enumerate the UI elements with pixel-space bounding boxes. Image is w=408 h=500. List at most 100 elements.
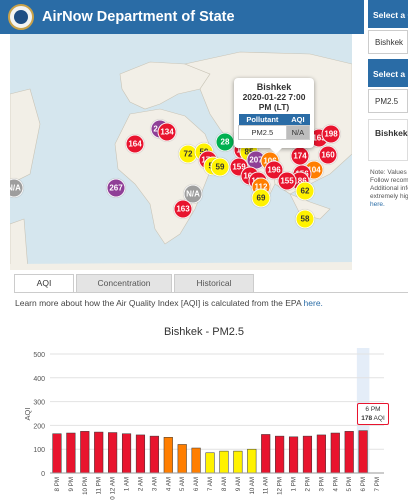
aqi-marker[interactable]: 164 xyxy=(125,134,145,154)
x-tick-label: 8 PM xyxy=(54,477,61,491)
bar xyxy=(80,431,90,474)
aqi-map[interactable]: N/A26716424313472N/A16359178575928N/A113… xyxy=(10,34,352,270)
popup-datetime: 2020-01-22 7:00 PM (LT) xyxy=(242,92,306,112)
select-city-header: Select a City xyxy=(368,0,408,28)
y-tick-label: 200 xyxy=(33,423,45,430)
chart-title: Bishkek - PM2.5 xyxy=(163,326,245,338)
note-text: Note: Values are Follow recomm Additiona… xyxy=(368,169,408,209)
site-card-title: Bishkek xyxy=(368,119,408,161)
bar xyxy=(344,431,354,474)
bar xyxy=(233,450,243,474)
app-title: AirNow Department of State xyxy=(42,9,235,25)
x-tick-label: 1 PM xyxy=(291,477,298,491)
bar xyxy=(149,435,159,474)
aqi-marker[interactable]: 28 xyxy=(215,132,235,152)
bar xyxy=(205,452,215,474)
bar xyxy=(163,437,173,474)
note-line: Follow recomm xyxy=(370,177,408,184)
aqi-marker[interactable]: 62 xyxy=(295,181,315,201)
tab-aqi[interactable]: AQI xyxy=(14,274,74,292)
x-tick-label: 11 PM xyxy=(96,477,103,494)
bar xyxy=(219,450,229,474)
bar xyxy=(247,448,257,474)
aqi-marker[interactable]: 155 xyxy=(277,171,297,191)
right-panel: Select a City Bishkek Select a Pollutant… xyxy=(368,0,408,310)
x-tick-label: 11 AM xyxy=(263,477,270,494)
x-tick-label: 10 AM xyxy=(249,477,256,495)
y-axis-label: AQI xyxy=(23,408,32,421)
app-header: AirNow Department of State xyxy=(0,0,364,34)
popup-tail xyxy=(270,148,282,154)
x-tick-label: 9 AM xyxy=(235,477,242,491)
tab-historical[interactable]: Historical xyxy=(174,274,254,292)
tooltip-unit: AQI xyxy=(373,415,385,422)
aqi-marker[interactable]: 163 xyxy=(173,199,193,219)
tooltip-time: 6 PM xyxy=(365,406,381,413)
bar xyxy=(191,447,201,474)
bar xyxy=(261,434,271,474)
chart-tooltip: 6 PM 178 AQI xyxy=(357,403,389,425)
aqi-marker[interactable]: 58 xyxy=(295,209,315,229)
y-tick-label: 100 xyxy=(33,447,45,454)
bar xyxy=(302,435,313,474)
x-tick-label: 3 PM xyxy=(318,477,325,491)
bar xyxy=(358,430,368,474)
x-tick-label: 1 AM xyxy=(124,477,131,491)
aqi-marker[interactable]: N/A xyxy=(183,184,203,204)
x-tick-label: 6 PM xyxy=(360,477,367,491)
tab-concentration[interactable]: Concentration xyxy=(76,274,172,292)
aqi-marker[interactable]: N/A xyxy=(10,178,24,198)
bar xyxy=(288,436,299,474)
popup-table: Pollutant AQI PM2.5 N/A xyxy=(238,114,311,140)
select-pollutant-header: Select a Pollutant xyxy=(368,59,408,87)
state-department-seal-icon xyxy=(8,4,34,30)
popup-col-aqi: AQI xyxy=(286,114,310,126)
bar xyxy=(66,432,76,474)
x-tick-label: 6 AM xyxy=(193,477,200,491)
x-tick-label: 4 PM xyxy=(332,477,339,491)
x-tick-label: 2020 12 AM xyxy=(110,477,117,500)
y-tick-label: 0 xyxy=(41,471,45,478)
x-tick-label: 4 AM xyxy=(165,477,172,491)
city-select[interactable]: Bishkek xyxy=(368,30,408,54)
aqi-marker[interactable]: 267 xyxy=(106,178,126,198)
popup-site-name: Bishkek xyxy=(256,82,292,92)
learn-more-text: Learn more about how the Air Quality Ind… xyxy=(15,298,323,308)
x-tick-label: 2 AM xyxy=(137,477,144,491)
aqi-bar-chart: 0 100 200 300 400 500 AQI 8 PM 9 PM 10 PM 11 PM 202… xyxy=(23,348,384,500)
site-popup: Bishkek 2020-01-22 7:00 PM (LT) Pollutan… xyxy=(234,78,314,154)
aqi-marker[interactable]: 59 xyxy=(210,157,230,177)
aqi-marker[interactable]: 198 xyxy=(321,124,341,144)
bar xyxy=(135,434,146,474)
y-tick-label: 300 xyxy=(33,400,45,407)
tooltip-value: 178 xyxy=(361,415,373,422)
x-tick-label: 5 AM xyxy=(179,477,186,491)
bar xyxy=(177,444,187,474)
bar xyxy=(94,431,104,474)
note-line: Note: Values are xyxy=(370,169,408,176)
y-tick-label: 400 xyxy=(33,376,45,383)
x-tick-label: 2 PM xyxy=(304,477,311,491)
x-tick-label: 3 AM xyxy=(151,477,158,491)
x-tick-label: 7 PM xyxy=(374,477,381,491)
pollutant-select[interactable]: PM2.5 xyxy=(368,89,408,113)
x-tick-label: 9 PM xyxy=(68,477,75,491)
bar xyxy=(330,432,340,474)
aqi-marker[interactable]: 160 xyxy=(318,145,338,165)
x-tick-label: 5 PM xyxy=(346,477,353,491)
note-line: Additional info xyxy=(370,185,408,192)
bar xyxy=(108,432,118,474)
bar xyxy=(121,433,132,474)
learn-more-link[interactable]: here. xyxy=(303,298,323,308)
bar xyxy=(275,435,285,474)
note-link[interactable]: here. xyxy=(370,201,385,208)
y-tick-label: 500 xyxy=(33,352,45,359)
x-tick-label: 8 AM xyxy=(221,477,228,491)
aqi-marker[interactable]: 69 xyxy=(251,188,271,208)
bar xyxy=(316,434,326,474)
popup-aqi-value: N/A xyxy=(285,125,311,140)
tab-bar: AQI Concentration Historical xyxy=(14,274,254,292)
aqi-marker[interactable]: 134 xyxy=(157,122,177,142)
popup-pollutant-value: PM2.5 xyxy=(238,125,287,140)
